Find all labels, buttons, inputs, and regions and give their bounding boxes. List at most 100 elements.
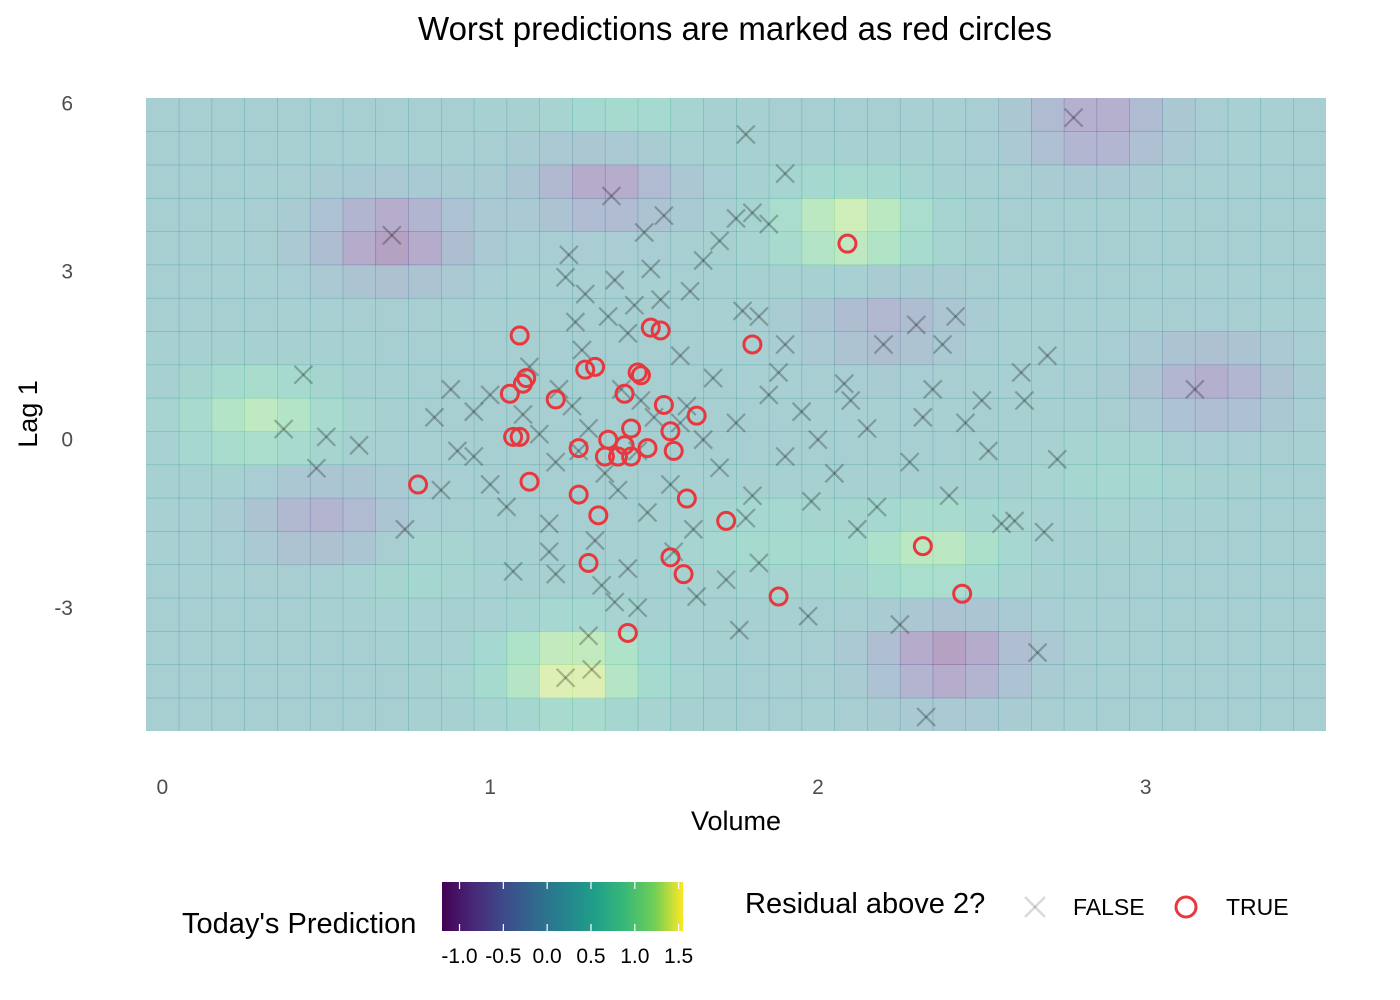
true-point [617,622,638,643]
heatmap-tile [1194,197,1229,232]
false-point [916,707,936,727]
heatmap-tile [703,397,737,432]
heatmap-tile [441,231,475,266]
false-point [1034,522,1054,542]
heatmap-tile [1194,697,1229,731]
heatmap-tile [1293,98,1326,132]
false-point [316,427,337,447]
heatmap-tile [539,197,573,232]
heatmap-tile [309,231,344,266]
heatmap-tile [342,264,377,299]
heatmap-tile [1194,397,1229,432]
heatmap-tile [1293,397,1326,432]
heatmap-tile [998,531,1032,566]
heatmap-tile [309,497,344,532]
heatmap-tile [1063,597,1098,632]
heatmap-tile [1031,231,1065,266]
heatmap-tile [867,364,901,399]
false-point [873,334,894,355]
heatmap-tile [375,397,409,432]
false-point [972,390,992,411]
false-point [480,474,500,495]
false-point [496,497,517,517]
heatmap-tile [1031,564,1065,599]
true-point [637,438,658,459]
heatmap-tile [801,597,835,632]
heatmap-tile [473,331,508,366]
heatmap-tile [834,331,868,366]
heatmap-tile [637,231,672,266]
heatmap-tile [506,164,540,199]
heatmap-tile [506,664,540,699]
heatmap-tile [1194,664,1229,699]
heatmap-tile [572,264,606,299]
false-point [801,491,822,512]
true-points-layer [408,233,973,643]
false-point [598,306,618,327]
heatmap-tile [178,98,213,132]
heatmap-tile [703,464,737,499]
heatmap-tile [1293,264,1326,299]
heatmap-tile [441,664,475,699]
false-point [736,124,756,145]
heatmap-tile [670,497,704,532]
heatmap-tile [473,397,508,432]
heatmap-tile [1293,131,1326,166]
true-point [663,440,684,461]
heatmap-tile [899,264,934,299]
heatmap-tile [211,131,245,166]
heatmap-tile [768,231,803,266]
heatmap-tile [932,431,967,466]
heatmap-tile [1227,164,1262,199]
legend-entry-false: FALSE [1073,894,1145,920]
heatmap-tile [309,531,344,566]
heatmap-tile [998,464,1032,499]
false-point [991,513,1012,534]
heatmap-tile [1194,264,1229,299]
heatmap-tile [736,397,770,432]
heatmap-tile [408,98,442,132]
heatmap-tile [965,631,999,665]
heatmap-tile [1260,297,1294,332]
heatmap-tile [670,231,704,266]
heatmap-tile [539,564,573,599]
heatmap-tile [1227,231,1262,266]
heatmap-tile [1129,297,1163,332]
heatmap-tile [998,431,1032,466]
false-point [890,614,910,635]
heatmap-tile [637,98,672,132]
heatmap-tile [1293,664,1326,699]
heatmap-tile [932,397,967,432]
true-point [742,334,763,355]
heatmap-tile [1227,664,1262,699]
heatmap-tile [309,131,344,166]
heatmap-tile [506,297,540,332]
false-point [581,659,602,680]
heatmap-tile [178,431,213,466]
heatmap-tile [473,431,508,466]
heatmap-tile [834,164,868,199]
heatmap-tile [277,231,311,266]
heatmap-tile [375,297,409,332]
heatmap-tile [932,98,967,132]
heatmap-tile [703,231,737,266]
true-point [568,484,589,505]
heatmap-tile [899,197,934,232]
heatmap-tile [506,197,540,232]
false-point [834,373,854,394]
heatmap-tile [539,164,573,199]
heatmap-tile [408,131,442,166]
false-point [306,458,327,479]
false-point [847,519,868,540]
heatmap-tile [1162,364,1196,399]
heatmap-tile [768,331,803,366]
true-point [512,373,533,394]
heatmap-tile [604,164,639,199]
heatmap-tile [1162,331,1196,366]
heatmap-tile [473,564,508,599]
heatmap-tile [899,98,934,132]
heatmap-tile [1031,397,1065,432]
heatmap-tile [277,131,311,166]
heatmap-tile [1260,431,1294,466]
heatmap-tile [801,164,835,199]
